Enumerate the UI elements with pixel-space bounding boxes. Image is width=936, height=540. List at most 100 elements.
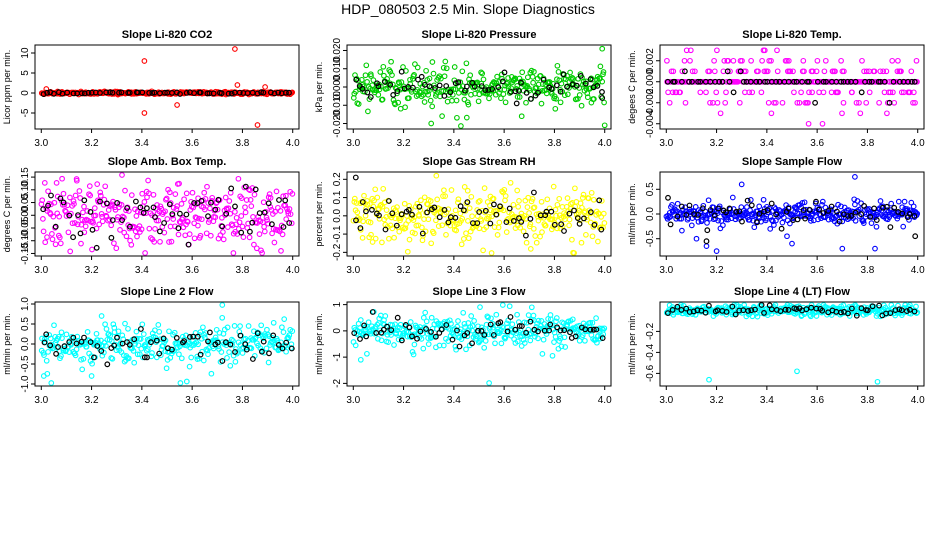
data-point bbox=[491, 201, 497, 208]
data-point bbox=[166, 201, 173, 208]
data-point bbox=[778, 225, 785, 232]
data-point bbox=[464, 187, 471, 194]
data-point bbox=[353, 200, 360, 206]
data-point bbox=[809, 89, 815, 96]
data-point bbox=[806, 89, 812, 96]
data-point bbox=[852, 217, 859, 224]
data-point bbox=[137, 204, 144, 211]
data-point bbox=[162, 208, 168, 215]
data-point bbox=[548, 85, 555, 92]
data-point bbox=[203, 230, 210, 237]
data-point bbox=[679, 227, 685, 234]
data-point bbox=[421, 194, 428, 201]
data-point bbox=[578, 102, 585, 109]
data-point bbox=[86, 183, 93, 189]
x-tick-label: 3.4 bbox=[135, 395, 149, 406]
data-point bbox=[232, 209, 238, 215]
data-point bbox=[440, 342, 447, 349]
data-point bbox=[43, 86, 50, 92]
data-point bbox=[764, 68, 771, 75]
y-axis-label: degrees C per min. bbox=[2, 176, 12, 253]
data-point bbox=[519, 69, 526, 76]
data-point bbox=[869, 78, 875, 85]
data-point bbox=[98, 348, 105, 354]
x-tick-label: 3.6 bbox=[497, 138, 511, 149]
data-point bbox=[601, 99, 607, 106]
data-point bbox=[566, 210, 573, 217]
y-axis-label: ml/min per min. bbox=[627, 313, 637, 375]
data-point bbox=[237, 332, 244, 339]
data-point bbox=[791, 78, 797, 85]
data-point bbox=[151, 89, 158, 96]
data-point bbox=[707, 215, 713, 222]
data-point bbox=[287, 211, 294, 217]
data-point bbox=[363, 208, 369, 215]
data-point bbox=[836, 218, 843, 225]
data-point bbox=[252, 186, 259, 193]
data-point bbox=[376, 315, 383, 322]
data-point bbox=[279, 231, 286, 238]
x-tick-label: 3.2 bbox=[397, 138, 411, 149]
data-point bbox=[107, 332, 114, 339]
data-point bbox=[176, 180, 182, 187]
data-point bbox=[547, 316, 554, 323]
panel-title: Slope Sample Flow bbox=[742, 156, 843, 168]
data-point bbox=[458, 241, 465, 248]
data-point bbox=[106, 216, 113, 223]
data-point bbox=[715, 205, 721, 212]
data-point bbox=[260, 89, 267, 96]
y-tick-label: -0.6 bbox=[645, 364, 656, 382]
data-point bbox=[599, 95, 606, 101]
data-point bbox=[416, 213, 422, 219]
data-point bbox=[286, 220, 293, 226]
data-point bbox=[258, 322, 265, 329]
data-point bbox=[900, 223, 907, 230]
data-point bbox=[417, 207, 424, 213]
data-point bbox=[815, 216, 821, 223]
data-point bbox=[359, 85, 366, 92]
data-point bbox=[205, 351, 211, 358]
data-point bbox=[286, 206, 293, 212]
data-point bbox=[262, 84, 268, 90]
chart-panel: Slope Sample Flow 3.0 3.2 3.4 3.6 3.8 4.0 -0.5 0… bbox=[627, 156, 925, 276]
data-point bbox=[176, 210, 183, 217]
data-point bbox=[125, 325, 131, 332]
data-point bbox=[502, 334, 509, 340]
data-point bbox=[544, 196, 551, 203]
data-point bbox=[378, 83, 384, 90]
data-point bbox=[762, 78, 768, 85]
chart-panel: Slope Li-820 Temp. 3.0 3.2 3.4 3.6 3.8 4.0 -0.0… bbox=[627, 29, 925, 149]
data-point bbox=[419, 230, 426, 237]
data-point bbox=[418, 197, 424, 204]
x-tick-label: 4.0 bbox=[911, 265, 925, 276]
data-point bbox=[686, 78, 692, 85]
y-tick-label: -0.5 bbox=[20, 355, 31, 373]
data-point bbox=[78, 90, 85, 97]
data-point bbox=[254, 90, 261, 97]
data-point bbox=[530, 312, 537, 319]
data-point bbox=[723, 309, 730, 315]
data-point bbox=[482, 87, 489, 93]
data-point bbox=[767, 213, 774, 220]
data-point bbox=[785, 57, 792, 64]
data-point bbox=[441, 187, 447, 194]
data-point bbox=[406, 95, 412, 101]
data-point bbox=[689, 68, 696, 75]
data-point bbox=[700, 303, 707, 310]
x-tick-label: 3.2 bbox=[397, 395, 411, 406]
data-point bbox=[56, 234, 63, 241]
data-point bbox=[798, 89, 804, 96]
data-point bbox=[561, 327, 568, 334]
data-point bbox=[805, 120, 812, 127]
data-point bbox=[856, 99, 862, 106]
data-point bbox=[519, 323, 525, 330]
data-point bbox=[540, 76, 547, 83]
data-point bbox=[83, 343, 90, 350]
data-point bbox=[219, 358, 226, 364]
data-point bbox=[440, 88, 447, 94]
data-point bbox=[471, 83, 478, 90]
data-point bbox=[362, 212, 369, 219]
y-axis-label: ml/min per min. bbox=[2, 313, 12, 375]
data-point bbox=[445, 219, 452, 226]
data-point bbox=[857, 110, 864, 117]
